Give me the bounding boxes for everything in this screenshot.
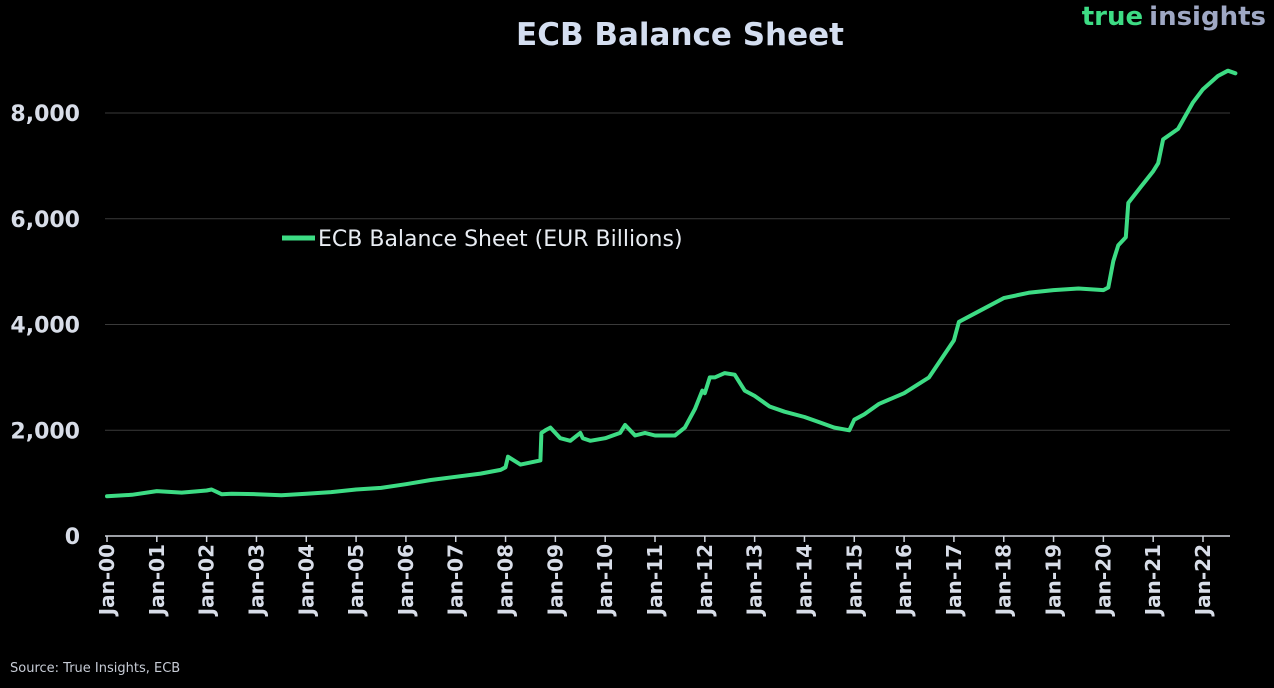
x-tick-label: Jan-16	[892, 544, 916, 617]
legend-label: ECB Balance Sheet (EUR Billions)	[318, 227, 683, 252]
y-tick-label: 2,000	[10, 419, 80, 444]
x-tick-label: Jan-20	[1091, 544, 1115, 617]
x-tick-label: Jan-02	[195, 544, 219, 617]
x-tick-label: Jan-12	[693, 544, 717, 617]
y-axis-ticks: 0 2,000 4,000 6,000 8,000	[10, 102, 80, 550]
x-tick-label: Jan-06	[394, 544, 418, 617]
legend: ECB Balance Sheet (EUR Billions)	[282, 227, 683, 252]
x-tick-label: Jan-05	[344, 544, 368, 617]
brand-logo-insights: insights	[1149, 2, 1266, 32]
source-note: Source: True Insights, ECB	[10, 661, 180, 676]
x-tick-label: Jan-15	[842, 544, 866, 617]
x-tick-label: Jan-21	[1141, 544, 1165, 617]
y-tick-label: 4,000	[10, 314, 80, 339]
x-tick-label: Jan-14	[792, 544, 816, 617]
brand-logo-true: true	[1082, 2, 1143, 32]
x-tick-label: Jan-01	[145, 544, 169, 617]
x-tick-label: Jan-03	[244, 544, 268, 617]
x-axis-ticks: Jan-00 Jan-01 Jan-02 Jan-03 Jan-04 Jan-05 Jan-…	[95, 536, 1215, 617]
x-tick-label: Jan-00	[95, 544, 119, 617]
x-tick-label: Jan-11	[643, 544, 667, 617]
y-tick-label: 8,000	[10, 102, 80, 127]
chart-title: ECB Balance Sheet	[516, 17, 844, 53]
grid-lines	[105, 112, 1230, 431]
x-tick-label: Jan-09	[543, 544, 567, 617]
x-tick-label: Jan-18	[992, 544, 1016, 617]
x-tick-label: Jan-10	[593, 544, 617, 617]
x-tick-label: Jan-13	[743, 544, 767, 617]
x-tick-label: Jan-07	[444, 544, 468, 617]
x-tick-label: Jan-04	[294, 544, 318, 617]
x-tick-label: Jan-08	[494, 544, 518, 617]
brand-logo: true insights	[1082, 2, 1266, 32]
y-tick-label: 0	[65, 525, 80, 550]
x-tick-label: Jan-22	[1191, 544, 1215, 617]
x-tick-label: Jan-19	[1042, 544, 1066, 617]
series-line	[105, 68, 1238, 499]
x-tick-label: Jan-17	[942, 544, 966, 617]
y-tick-label: 6,000	[10, 208, 80, 233]
